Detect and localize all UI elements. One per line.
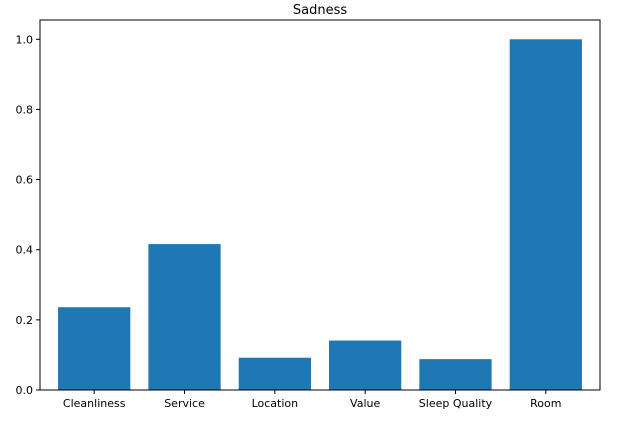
x-tick-label: Value: [350, 397, 380, 410]
y-tick-label: 0.2: [16, 314, 34, 327]
y-tick-label: 1.0: [16, 33, 34, 46]
bar-value: [329, 340, 402, 390]
x-tick-label: Room: [530, 397, 561, 410]
bar-location: [238, 357, 311, 390]
y-tick-label: 0.0: [16, 384, 34, 397]
bar-service: [148, 244, 221, 390]
bar-room: [509, 39, 582, 390]
y-tick-label: 0.8: [16, 103, 34, 116]
y-tick-label: 0.6: [16, 174, 34, 187]
bar-sleep-quality: [419, 359, 492, 390]
plot-frame: [39, 19, 601, 391]
x-tick-label: Service: [164, 397, 205, 410]
bar-cleanliness: [58, 307, 131, 390]
x-tick-label: Sleep Quality: [419, 397, 493, 410]
y-axis: 0.0 0.2 0.4 0.6 0.8 1.0: [16, 33, 40, 397]
chart-title: Sadness: [293, 3, 347, 18]
y-tick-label: 0.4: [16, 244, 34, 257]
bars-group: [58, 39, 582, 390]
x-tick-label: Cleanliness: [63, 397, 126, 410]
x-axis: Cleanliness Service Location Value Sleep Qua…: [63, 390, 561, 410]
x-tick-label: Location: [252, 397, 299, 410]
